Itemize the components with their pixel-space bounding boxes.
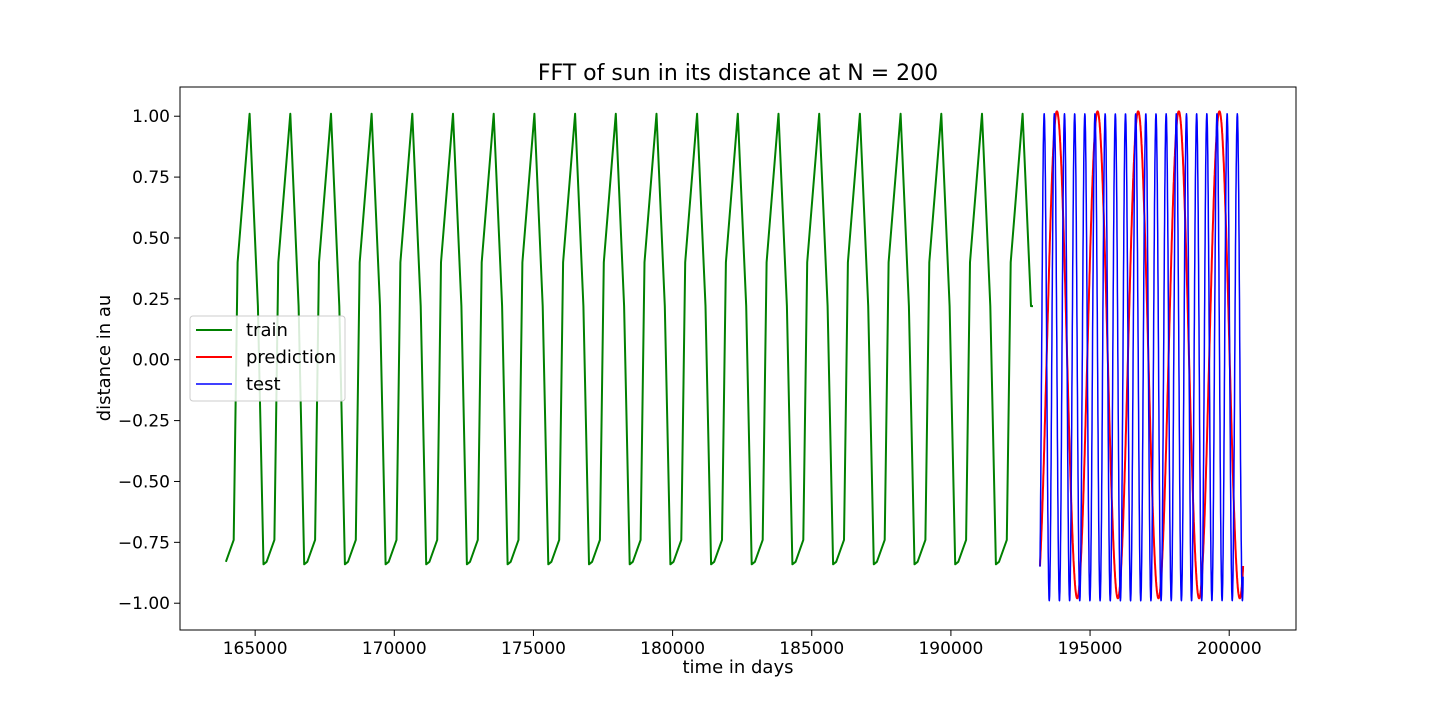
x-tick-label: 200000 xyxy=(1197,639,1262,659)
y-tick-label: 0.00 xyxy=(132,351,170,371)
y-tick-label: −0.50 xyxy=(118,472,170,492)
axes-frame xyxy=(179,86,1297,631)
legend-label-prediction: prediction xyxy=(246,347,336,368)
series-line-test xyxy=(1039,113,1244,602)
x-tick-label: 190000 xyxy=(918,639,983,659)
x-axis: 165000 170000 175000 180000 185000 190000 1950… xyxy=(223,630,1262,659)
x-axis-label: time in days xyxy=(682,657,793,678)
y-tick-label: 0.25 xyxy=(132,290,170,310)
x-tick-label: 175000 xyxy=(501,639,566,659)
y-axis-label: distance in au xyxy=(94,295,115,422)
x-tick-label: 195000 xyxy=(1058,639,1123,659)
series-line-train xyxy=(224,112,1033,566)
x-tick-label: 180000 xyxy=(640,639,705,659)
legend-box xyxy=(189,315,346,402)
y-tick-label: 0.75 xyxy=(132,168,170,188)
y-tick-label: −0.75 xyxy=(118,533,170,553)
y-axis: −1.00 −0.75 −0.50 −0.25 0.00 0.25 0.50 0.75 1.00 xyxy=(118,107,180,614)
y-tick-label: −1.00 xyxy=(118,594,170,614)
legend-label-train: train xyxy=(246,320,288,341)
chart-title: FFT of sun in its distance at N = 200 xyxy=(538,61,938,86)
x-tick-label: 165000 xyxy=(223,639,288,659)
legend-label-test: test xyxy=(246,374,281,395)
x-tick-label: 185000 xyxy=(779,639,844,659)
y-tick-label: −0.25 xyxy=(118,412,170,432)
legend: train prediction test xyxy=(189,315,346,402)
x-tick-label: 170000 xyxy=(362,639,427,659)
plot-area xyxy=(224,110,1245,602)
y-tick-label: 1.00 xyxy=(132,107,170,127)
y-tick-label: 0.50 xyxy=(132,229,170,249)
